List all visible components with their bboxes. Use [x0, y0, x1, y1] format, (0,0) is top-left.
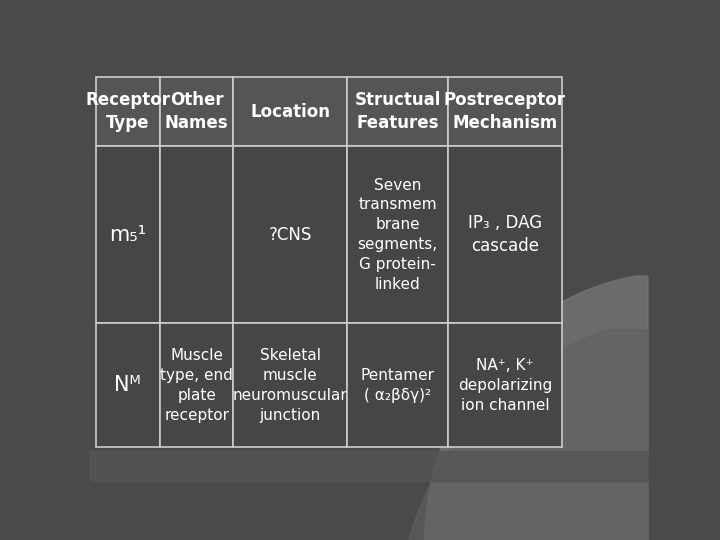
Bar	[347, 323, 449, 447]
Bar	[96, 146, 160, 323]
Bar	[449, 323, 562, 447]
Bar	[233, 323, 347, 447]
Text: ?CNS: ?CNS	[269, 226, 312, 244]
Text: Other
Names: Other Names	[165, 91, 228, 132]
Bar	[347, 77, 449, 146]
Text: Receptor
Type: Receptor Type	[85, 91, 170, 132]
Text: Location: Location	[250, 103, 330, 120]
Text: Structual
Features: Structual Features	[354, 91, 441, 132]
Text: m₅¹: m₅¹	[109, 225, 146, 245]
Bar	[96, 77, 160, 146]
Bar	[233, 146, 347, 323]
Bar	[160, 323, 233, 447]
Polygon shape	[425, 276, 648, 540]
Bar	[449, 146, 562, 323]
Bar	[347, 146, 449, 323]
Text: Postreceptor
Mechanism: Postreceptor Mechanism	[444, 91, 566, 132]
Text: Muscle
type, end
plate
receptor: Muscle type, end plate receptor	[161, 348, 233, 423]
Text: IP₃ , DAG
cascade: IP₃ , DAG cascade	[468, 214, 542, 255]
Bar	[160, 146, 233, 323]
Bar	[233, 77, 347, 146]
Polygon shape	[397, 329, 648, 540]
Text: Pentamer
( α₂βδγ)²: Pentamer ( α₂βδγ)²	[361, 368, 434, 403]
Bar	[96, 323, 160, 447]
Bar	[160, 77, 233, 146]
Text: NA⁺, K⁺
depolarizing
ion channel: NA⁺, K⁺ depolarizing ion channel	[458, 358, 552, 413]
Bar	[449, 77, 562, 146]
Text: Nᴹ: Nᴹ	[114, 375, 141, 395]
Text: Skeletal
muscle
neuromuscular
junction: Skeletal muscle neuromuscular junction	[233, 348, 348, 423]
Text: Seven
transmem
brane
segments,
G protein-
linked: Seven transmem brane segments, G protein…	[357, 178, 438, 292]
